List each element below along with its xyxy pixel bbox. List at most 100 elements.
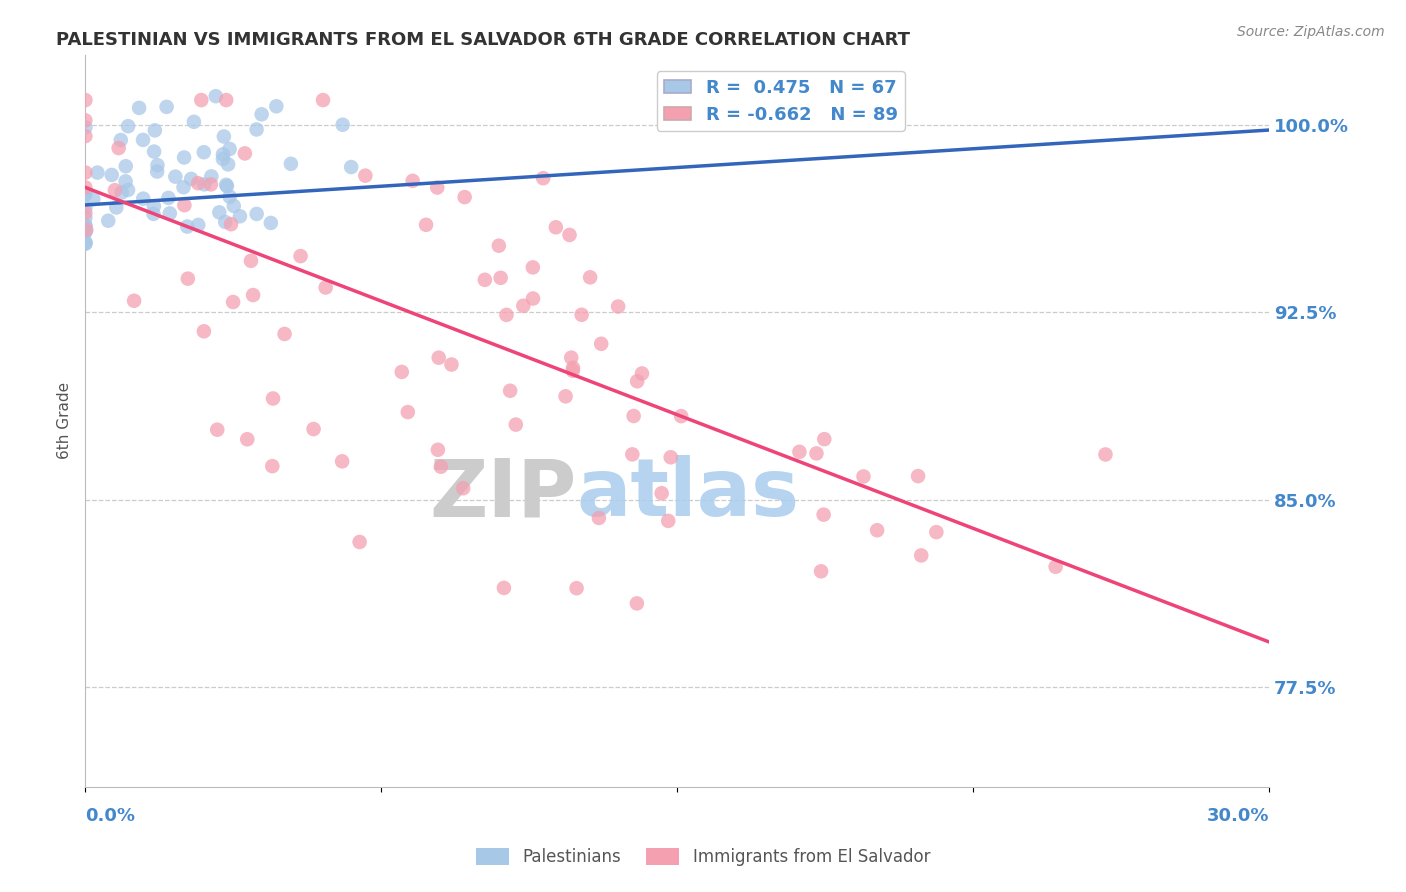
- Point: [215, 93, 238, 107]
- Point: [146, 158, 169, 172]
- Point: [212, 129, 235, 144]
- Point: [240, 253, 263, 268]
- Point: [107, 141, 129, 155]
- Point: [910, 549, 932, 563]
- Point: [114, 159, 136, 173]
- Point: [75, 187, 97, 202]
- Point: [177, 271, 200, 285]
- Point: [75, 201, 97, 215]
- Point: [75, 236, 97, 251]
- Point: [657, 514, 679, 528]
- Point: [97, 213, 120, 227]
- Point: [217, 157, 239, 171]
- Point: [315, 280, 337, 294]
- Point: [554, 389, 576, 403]
- Point: [669, 409, 692, 424]
- Point: [623, 409, 645, 423]
- Point: [495, 308, 517, 322]
- Point: [75, 225, 97, 239]
- Point: [200, 178, 222, 192]
- Point: [1094, 447, 1116, 461]
- Point: [659, 450, 682, 465]
- Legend: R =  0.475   N = 67, R = -0.662   N = 89: R = 0.475 N = 67, R = -0.662 N = 89: [657, 71, 905, 131]
- Point: [75, 219, 97, 234]
- Point: [396, 405, 419, 419]
- Point: [75, 206, 97, 220]
- Point: [562, 360, 585, 375]
- Point: [233, 146, 256, 161]
- Text: atlas: atlas: [576, 455, 800, 533]
- Point: [290, 249, 312, 263]
- Point: [132, 133, 155, 147]
- Point: [229, 209, 252, 223]
- Point: [349, 535, 371, 549]
- Point: [621, 447, 644, 461]
- Point: [208, 205, 231, 219]
- Point: [522, 260, 544, 275]
- Point: [426, 180, 449, 194]
- Point: [193, 324, 215, 338]
- Point: [173, 198, 195, 212]
- Point: [215, 179, 238, 194]
- Point: [214, 215, 236, 229]
- Point: [492, 581, 515, 595]
- Point: [218, 142, 240, 156]
- Point: [1045, 559, 1067, 574]
- Point: [565, 581, 588, 595]
- Point: [531, 171, 554, 186]
- Point: [401, 174, 423, 188]
- Point: [75, 223, 97, 237]
- Point: [173, 180, 195, 194]
- Point: [75, 218, 97, 232]
- Point: [866, 523, 889, 537]
- Point: [810, 564, 832, 578]
- Point: [813, 432, 835, 446]
- Point: [852, 469, 875, 483]
- Point: [302, 422, 325, 436]
- Point: [200, 169, 222, 184]
- Point: [183, 115, 205, 129]
- Point: [245, 122, 267, 136]
- Point: [607, 300, 630, 314]
- Point: [159, 206, 181, 220]
- Point: [354, 169, 377, 183]
- Point: [104, 183, 127, 197]
- Point: [579, 270, 602, 285]
- Point: [143, 145, 166, 159]
- Point: [142, 207, 165, 221]
- Point: [132, 192, 155, 206]
- Point: [156, 100, 179, 114]
- Text: PALESTINIAN VS IMMIGRANTS FROM EL SALVADOR 6TH GRADE CORRELATION CHART: PALESTINIAN VS IMMIGRANTS FROM EL SALVAD…: [56, 31, 910, 49]
- Point: [180, 172, 202, 186]
- Point: [105, 201, 128, 215]
- Point: [187, 176, 209, 190]
- Text: ZIP: ZIP: [429, 455, 576, 533]
- Point: [75, 120, 97, 135]
- Point: [75, 113, 97, 128]
- Point: [489, 270, 512, 285]
- Text: Source: ZipAtlas.com: Source: ZipAtlas.com: [1237, 25, 1385, 39]
- Point: [114, 174, 136, 188]
- Point: [330, 454, 353, 468]
- Point: [176, 219, 198, 234]
- Point: [100, 168, 122, 182]
- Point: [544, 220, 567, 235]
- Point: [250, 107, 273, 121]
- Point: [187, 218, 209, 232]
- Point: [561, 364, 583, 378]
- Point: [236, 432, 259, 446]
- Point: [813, 508, 835, 522]
- Point: [560, 351, 582, 365]
- Point: [806, 446, 828, 460]
- Point: [75, 236, 97, 251]
- Point: [128, 101, 150, 115]
- Legend: Palestinians, Immigrants from El Salvador: Palestinians, Immigrants from El Salvado…: [470, 841, 936, 873]
- Point: [142, 199, 165, 213]
- Point: [157, 191, 180, 205]
- Point: [165, 169, 187, 184]
- Point: [332, 118, 354, 132]
- Point: [427, 351, 450, 365]
- Point: [453, 190, 475, 204]
- Point: [143, 123, 166, 137]
- Point: [86, 165, 108, 179]
